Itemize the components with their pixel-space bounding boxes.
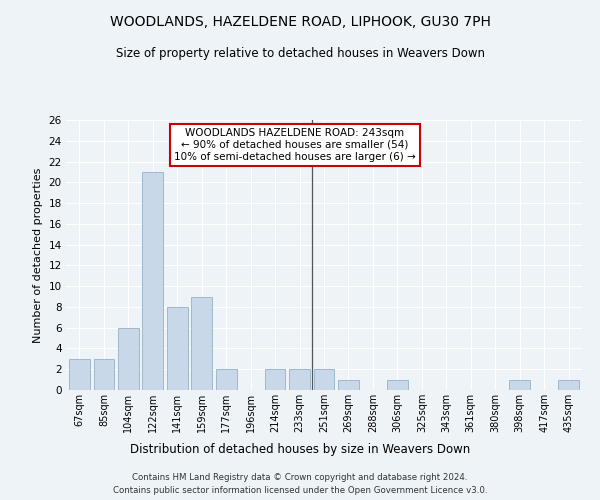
- Text: Size of property relative to detached houses in Weavers Down: Size of property relative to detached ho…: [115, 48, 485, 60]
- Bar: [69, 359, 90, 390]
- Bar: [509, 380, 530, 390]
- Bar: [338, 380, 359, 390]
- Bar: [216, 369, 236, 390]
- Bar: [387, 380, 408, 390]
- Bar: [289, 369, 310, 390]
- Bar: [142, 172, 163, 390]
- Bar: [558, 380, 579, 390]
- Bar: [94, 359, 114, 390]
- Bar: [265, 369, 286, 390]
- Text: Distribution of detached houses by size in Weavers Down: Distribution of detached houses by size …: [130, 442, 470, 456]
- Text: WOODLANDS, HAZELDENE ROAD, LIPHOOK, GU30 7PH: WOODLANDS, HAZELDENE ROAD, LIPHOOK, GU30…: [110, 15, 490, 29]
- Bar: [191, 296, 212, 390]
- Text: Contains public sector information licensed under the Open Government Licence v3: Contains public sector information licen…: [113, 486, 487, 495]
- Bar: [118, 328, 139, 390]
- Bar: [314, 369, 334, 390]
- Y-axis label: Number of detached properties: Number of detached properties: [33, 168, 43, 342]
- Bar: [167, 307, 188, 390]
- Text: Contains HM Land Registry data © Crown copyright and database right 2024.: Contains HM Land Registry data © Crown c…: [132, 472, 468, 482]
- Text: WOODLANDS HAZELDENE ROAD: 243sqm
← 90% of detached houses are smaller (54)
10% o: WOODLANDS HAZELDENE ROAD: 243sqm ← 90% o…: [174, 128, 416, 162]
